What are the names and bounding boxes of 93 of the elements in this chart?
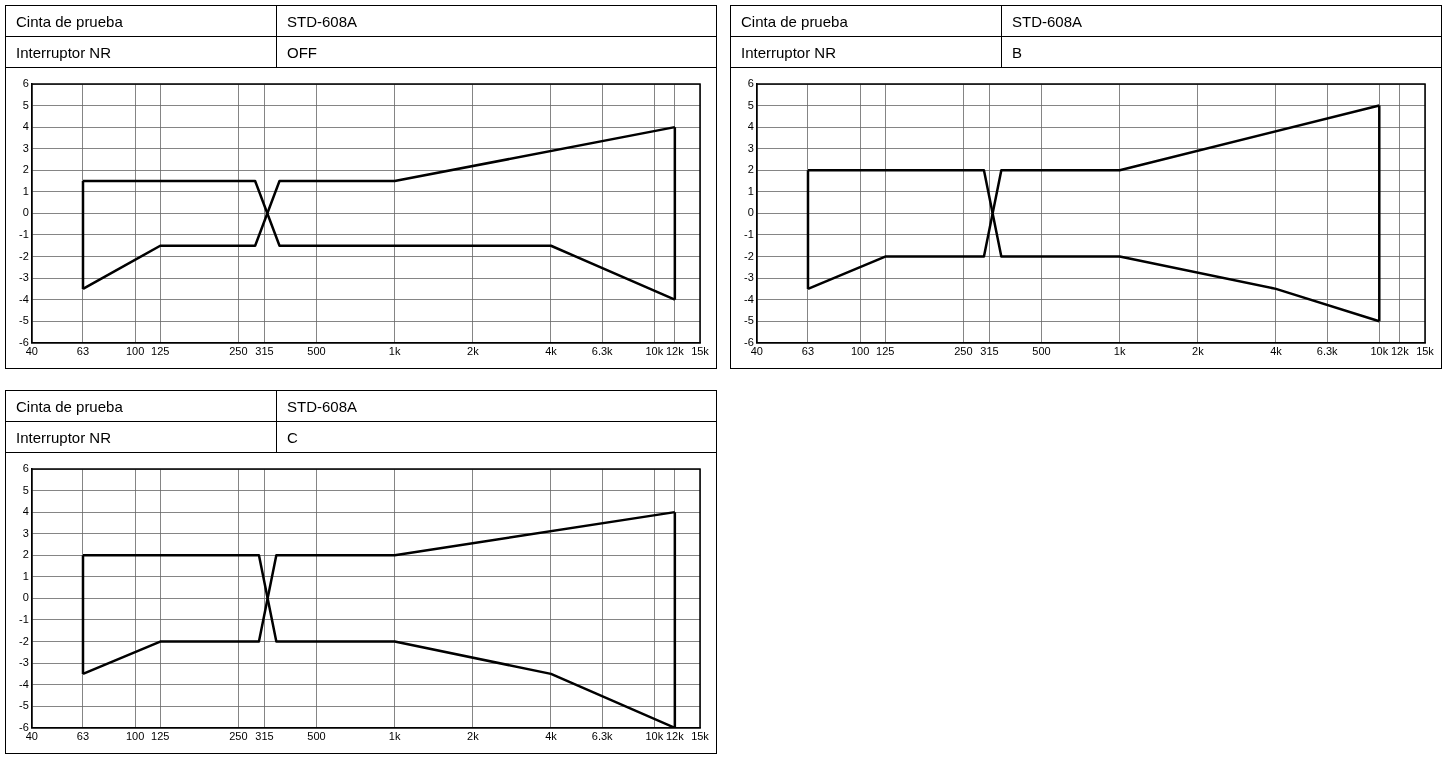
- y-tick-label: 4: [22, 505, 29, 518]
- x-tick-label: 10k: [645, 345, 664, 358]
- x-tick-label: 500: [307, 730, 326, 743]
- x-tick-label: 10k: [645, 730, 664, 743]
- x-tick-label: 6.3k: [591, 730, 614, 743]
- x-tick-label: 10k: [1370, 345, 1389, 358]
- text: Interruptor NR: [731, 36, 1002, 68]
- x-tick-label: 4k: [545, 730, 558, 743]
- x-tick-label: 12k: [1390, 345, 1410, 358]
- y-tick-label: 1: [22, 184, 29, 197]
- x-tick-label: 6.3k: [1316, 345, 1339, 358]
- x-tick-label: 6.3k: [591, 345, 614, 358]
- y-tick-label: 0: [22, 591, 29, 604]
- text: C: [276, 421, 716, 453]
- y-tick-label: -5: [744, 314, 754, 327]
- y-tick-label: 4: [747, 120, 754, 133]
- x-tick-label: 1k: [1113, 345, 1126, 358]
- x-tick-label: 2k: [1192, 345, 1205, 358]
- y-tick-label: -2: [19, 634, 29, 647]
- x-tick-label: 500: [1032, 345, 1051, 358]
- y-tick-label: -6: [744, 335, 754, 348]
- text: OFF: [276, 36, 716, 68]
- y-tick-label: 0: [22, 206, 29, 219]
- y-tick-label: -6: [19, 335, 29, 348]
- text: Interruptor NR: [6, 36, 277, 68]
- text: Cinta de prueba: [6, 391, 277, 422]
- x-tick-label: 100: [850, 345, 870, 358]
- y-tick-label: 3: [22, 141, 29, 154]
- y-tick-label: -2: [19, 249, 29, 262]
- x-tick-label: 125: [151, 730, 170, 743]
- x-tick-label: 15k: [1416, 345, 1435, 358]
- text: STD-608A: [276, 391, 716, 422]
- y-tick-label: -2: [744, 249, 754, 262]
- text: Interruptor NR: [6, 421, 277, 453]
- x-tick-label: 500: [307, 345, 326, 358]
- text: Cinta de prueba: [6, 6, 277, 37]
- y-tick-label: -3: [19, 656, 29, 669]
- x-tick-label: 4k: [1270, 345, 1283, 358]
- x-tick-label: 125: [151, 345, 170, 358]
- y-tick-label: 2: [22, 548, 29, 561]
- y-tick-label: 5: [747, 98, 754, 111]
- x-tick-label: 315: [255, 345, 274, 358]
- text: STD-608A: [276, 6, 716, 37]
- y-tick-label: -1: [744, 228, 754, 240]
- x-tick-label: 315: [980, 345, 999, 358]
- x-tick-label: 250: [954, 345, 973, 358]
- x-tick-label: 4k: [545, 345, 558, 358]
- x-tick-label: 125: [876, 345, 895, 358]
- y-tick-label: -6: [19, 720, 29, 733]
- y-tick-label: -5: [19, 314, 29, 327]
- x-tick-label: 40: [750, 345, 763, 358]
- y-tick-label: -3: [19, 271, 29, 284]
- x-tick-label: 315: [255, 730, 274, 743]
- y-tick-label: 6: [22, 462, 29, 475]
- x-tick-label: 15k: [691, 730, 710, 743]
- x-tick-label: 12k: [665, 345, 685, 358]
- y-tick-label: -4: [19, 677, 29, 690]
- y-tick-label: 2: [22, 163, 29, 176]
- y-tick-label: 4: [22, 120, 29, 133]
- x-tick-label: 250: [229, 345, 248, 358]
- x-tick-label: 250: [229, 730, 248, 743]
- y-tick-label: -1: [19, 228, 29, 240]
- y-tick-label: -4: [744, 292, 754, 305]
- y-tick-label: 5: [22, 98, 29, 111]
- y-tick-label: -5: [19, 699, 29, 712]
- x-tick-label: 40: [25, 345, 38, 358]
- x-tick-label: 100: [125, 345, 145, 358]
- y-tick-label: -3: [744, 271, 754, 284]
- text: STD-608A: [1001, 6, 1441, 37]
- y-tick-label: 0: [747, 206, 754, 219]
- x-tick-label: 63: [801, 345, 815, 358]
- x-tick-label: 63: [76, 345, 90, 358]
- text: B: [1001, 36, 1441, 68]
- y-tick-label: 3: [22, 526, 29, 539]
- x-tick-label: 12k: [665, 730, 685, 743]
- x-tick-label: 1k: [388, 345, 401, 358]
- y-tick-label: -1: [19, 613, 29, 625]
- y-tick-label: -4: [19, 292, 29, 305]
- y-tick-label: 6: [747, 77, 754, 90]
- y-tick-label: 6: [22, 77, 29, 90]
- text: Cinta de prueba: [731, 6, 1002, 37]
- x-tick-label: 63: [76, 730, 90, 743]
- x-tick-label: 2k: [467, 730, 480, 743]
- x-tick-label: 15k: [691, 345, 710, 358]
- x-tick-label: 40: [25, 730, 38, 743]
- x-tick-label: 100: [125, 730, 145, 743]
- y-tick-label: 1: [747, 184, 754, 197]
- y-tick-label: 5: [22, 483, 29, 496]
- y-tick-label: 3: [747, 141, 754, 154]
- x-tick-label: 2k: [467, 345, 480, 358]
- y-tick-label: 2: [747, 163, 754, 176]
- y-tick-label: 1: [22, 569, 29, 582]
- x-tick-label: 1k: [388, 730, 401, 743]
